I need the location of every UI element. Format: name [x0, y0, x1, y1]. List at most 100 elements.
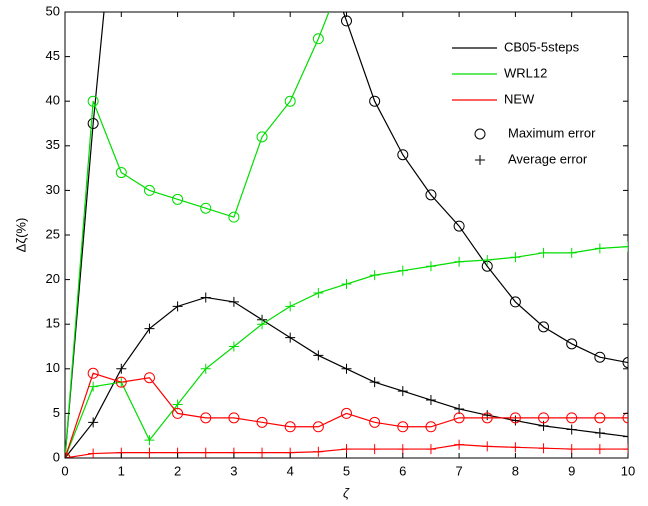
- marker-plus: [341, 279, 352, 290]
- marker-circle: [143, 372, 155, 384]
- marker-plus: [200, 447, 211, 458]
- x-tick-label: 4: [287, 463, 294, 478]
- marker-plus: [313, 350, 324, 361]
- x-tick-label: 6: [399, 463, 406, 478]
- marker-plus: [88, 381, 99, 392]
- marker-plus: [285, 301, 296, 312]
- marker-circle: [256, 131, 268, 143]
- marker-plus: [341, 363, 352, 374]
- y-tick-label: 5: [53, 405, 60, 420]
- x-tick-label: 9: [568, 463, 575, 478]
- marker-circle: [566, 338, 578, 350]
- marker-circle: [172, 407, 184, 419]
- marker-plus: [341, 444, 352, 455]
- marker-plus: [566, 424, 577, 435]
- marker-circle: [566, 412, 578, 424]
- marker-plus: [257, 447, 268, 458]
- marker-circle: [474, 128, 486, 140]
- marker-plus: [369, 444, 380, 455]
- marker-plus: [623, 431, 628, 442]
- marker-circle: [481, 412, 493, 424]
- marker-circle: [284, 421, 296, 433]
- x-tick-label: 8: [512, 463, 519, 478]
- marker-plus: [454, 403, 465, 414]
- marker-plus: [454, 256, 465, 267]
- marker-circle: [115, 167, 127, 179]
- y-tick-label: 20: [46, 271, 60, 286]
- x-tick-label: 10: [621, 463, 635, 478]
- marker-circle: [538, 321, 550, 333]
- marker-circle: [143, 184, 155, 196]
- y-tick-label: 10: [46, 360, 60, 375]
- marker-plus: [397, 265, 408, 276]
- marker-circle: [312, 421, 324, 433]
- marker-circle: [228, 211, 240, 223]
- marker-circle: [200, 202, 212, 214]
- series-line: [65, 12, 330, 458]
- marker-plus: [482, 410, 493, 421]
- marker-circle: [538, 412, 550, 424]
- x-tick-label: 1: [118, 463, 125, 478]
- marker-plus: [510, 252, 521, 263]
- marker-circle: [397, 149, 409, 161]
- legend-label: NEW: [504, 91, 535, 106]
- y-tick-label: 50: [46, 3, 60, 18]
- x-tick-label: 0: [61, 463, 68, 478]
- marker-plus: [425, 395, 436, 406]
- y-tick-label: 0: [53, 449, 60, 464]
- marker-plus: [88, 448, 99, 458]
- marker-plus: [228, 341, 239, 352]
- marker-plus: [425, 261, 436, 272]
- marker-plus: [313, 446, 324, 457]
- marker-plus: [88, 417, 99, 428]
- marker-plus: [594, 428, 605, 439]
- marker-plus: [454, 439, 465, 450]
- marker-plus: [397, 386, 408, 397]
- marker-circle: [509, 412, 521, 424]
- series-line: [65, 12, 628, 458]
- y-axis-label: Δζ(%): [13, 218, 28, 253]
- marker-plus: [200, 363, 211, 374]
- y-tick-label: 45: [46, 48, 60, 63]
- x-tick-label: 3: [230, 463, 237, 478]
- legend-label: CB05-5steps: [504, 39, 580, 54]
- plot-frame: [64, 11, 629, 459]
- marker-plus: [475, 155, 485, 165]
- marker-circle: [87, 95, 99, 107]
- marker-circle: [509, 296, 521, 308]
- legend-label: Maximum error: [508, 125, 596, 140]
- marker-circle: [172, 193, 184, 205]
- y-tick-label: 15: [46, 316, 60, 331]
- marker-plus: [116, 363, 127, 374]
- marker-circle: [115, 376, 127, 388]
- marker-circle: [425, 421, 437, 433]
- marker-circle: [369, 416, 381, 428]
- marker-circle: [200, 412, 212, 424]
- marker-plus: [313, 287, 324, 298]
- y-tick-label: 40: [46, 93, 60, 108]
- marker-plus: [566, 444, 577, 455]
- marker-plus: [369, 377, 380, 388]
- marker-plus: [228, 296, 239, 307]
- x-tick-label: 7: [455, 463, 462, 478]
- marker-plus: [144, 435, 155, 446]
- marker-plus: [538, 247, 549, 258]
- x-tick-label: 5: [343, 463, 350, 478]
- legend-label: Average error: [508, 151, 588, 166]
- marker-plus: [482, 254, 493, 265]
- marker-circle: [622, 412, 628, 424]
- marker-plus: [623, 444, 628, 455]
- marker-plus: [510, 415, 521, 426]
- marker-plus: [285, 332, 296, 343]
- marker-plus: [594, 444, 605, 455]
- marker-plus: [510, 442, 521, 453]
- marker-circle: [87, 118, 99, 129]
- y-tick-label: 25: [46, 226, 60, 241]
- series-line: [65, 372, 628, 458]
- marker-plus: [200, 292, 211, 303]
- marker-plus: [566, 247, 577, 258]
- marker-circle: [256, 416, 268, 428]
- marker-plus: [538, 443, 549, 454]
- marker-plus: [425, 444, 436, 455]
- marker-circle: [594, 412, 606, 424]
